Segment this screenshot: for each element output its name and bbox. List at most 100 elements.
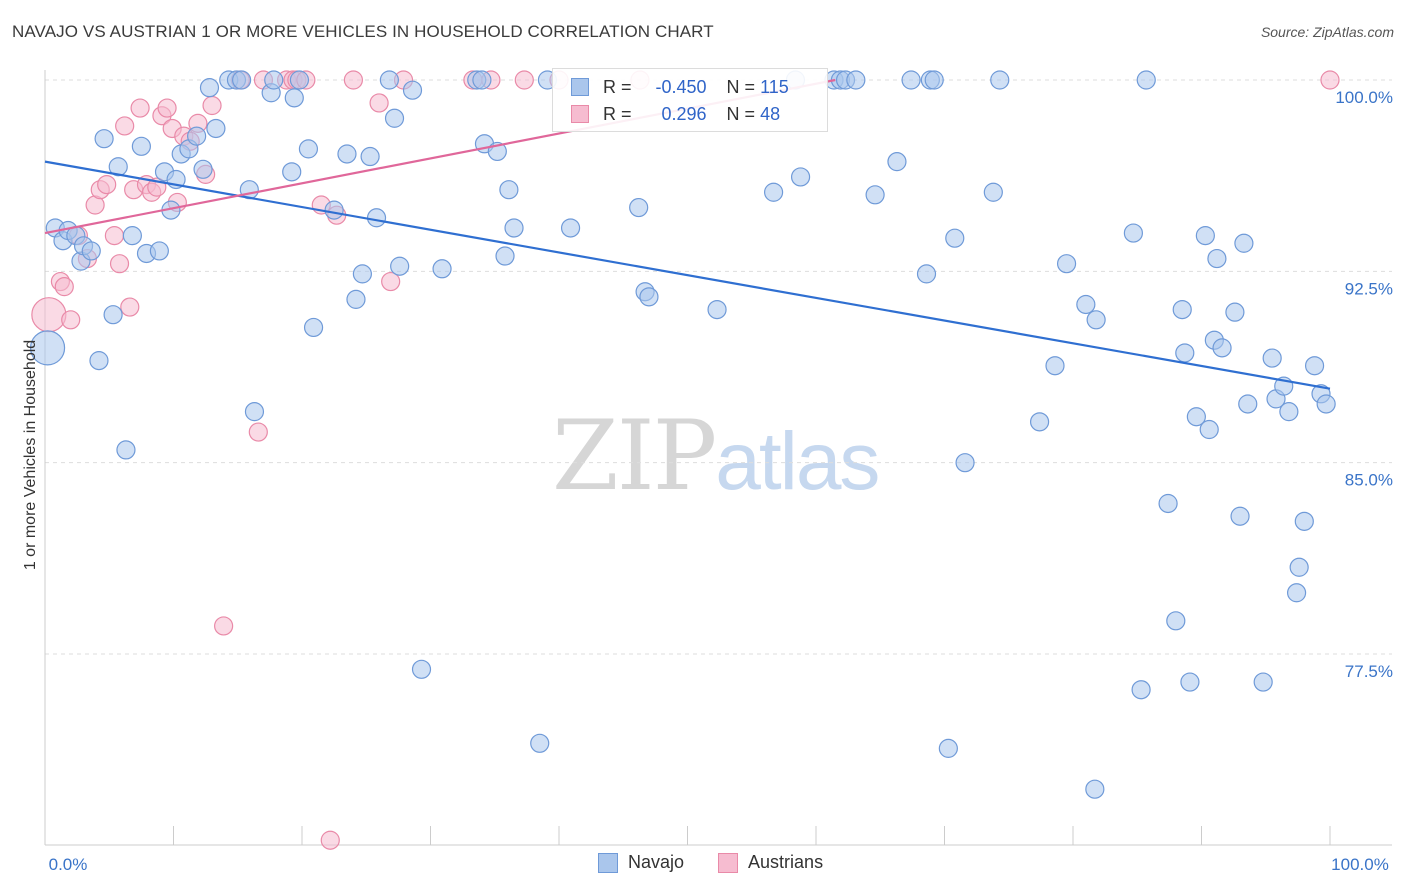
navajo-point	[244, 402, 265, 422]
austrians-point	[514, 70, 534, 90]
navajo-point	[1212, 338, 1232, 358]
navajo-point	[1289, 557, 1309, 577]
navajo-point	[1123, 223, 1143, 243]
navajo-point	[1230, 506, 1250, 526]
navajo-point	[324, 200, 344, 220]
n-value: 48	[760, 103, 781, 124]
r-label: R =	[603, 76, 632, 97]
navajo-point	[282, 162, 302, 182]
navajo-point	[938, 738, 958, 758]
navajo-point	[81, 241, 101, 261]
austrians-point	[320, 830, 340, 850]
navajo-legend-swatch	[598, 852, 618, 873]
navajo-point	[346, 289, 366, 309]
navajo-point	[1316, 394, 1336, 414]
navajo-point	[108, 157, 128, 177]
tick-labels: 100.0% 92.5% 85.0% 77.5% 0.0% 100.0%	[49, 88, 1393, 874]
navajo-point	[94, 129, 114, 149]
navajo-point	[1175, 343, 1195, 363]
y-tick-label: 77.5%	[1345, 662, 1393, 681]
navajo-point	[924, 70, 944, 90]
navajo-point	[560, 218, 581, 238]
navajo-point	[945, 228, 965, 248]
y-axis-label: 1 or more Vehicles in Household	[22, 340, 39, 570]
austrians-point	[61, 310, 81, 330]
navajo-point	[1234, 233, 1254, 253]
r-value: -0.450	[655, 76, 707, 97]
x-tick-label: 100.0%	[1331, 855, 1389, 874]
navajo-point	[1136, 70, 1156, 90]
austrians-point	[115, 116, 135, 136]
legend-label-navajo: Navajo	[628, 852, 685, 872]
legend-item-navajo[interactable]: Navajo	[598, 852, 684, 873]
navajo-point	[639, 287, 659, 307]
n-value: 115	[760, 76, 789, 97]
navajo-point	[1286, 583, 1307, 603]
x-tick-label: 0.0%	[49, 855, 88, 874]
navajo-point	[1086, 310, 1106, 330]
chart-title: NAVAJO VS AUSTRIAN 1 OR MORE VEHICLES IN…	[12, 22, 714, 41]
austrians-point	[130, 98, 150, 118]
r-label: R =	[603, 103, 632, 124]
navajo-point	[89, 351, 109, 371]
austrians-point	[369, 93, 389, 113]
navajo-point	[116, 440, 136, 460]
navajo-point	[1045, 356, 1065, 376]
navajo-point	[337, 144, 357, 164]
navajo-point	[352, 264, 372, 284]
navajo-point	[264, 70, 284, 90]
navajo-point	[1076, 294, 1096, 315]
legend-label-austrians: Austrians	[748, 852, 824, 872]
navajo-swatch	[571, 78, 589, 96]
navajo-point	[901, 70, 921, 90]
stats-row-austrians: R = 0.296 N = 48	[571, 102, 780, 126]
austrians-point	[1320, 70, 1340, 90]
source-note: Source: ZipAtlas.com	[1260, 24, 1394, 40]
navajo-point	[199, 78, 220, 98]
austrians-point	[248, 422, 268, 442]
series-legend: Navajo Austrians	[598, 852, 857, 873]
austrians-point	[157, 98, 177, 118]
austrians-point	[54, 277, 74, 297]
navajo-point	[955, 453, 975, 473]
legend-item-austrians[interactable]: Austrians	[718, 852, 823, 873]
navajo-point	[284, 88, 304, 108]
austrians-point	[104, 226, 124, 246]
navajo-point	[411, 659, 432, 679]
navajo-point	[1238, 394, 1258, 414]
navajo-point	[289, 70, 310, 90]
navajo-point	[1262, 348, 1282, 368]
navajo-point	[29, 330, 66, 366]
austrians-legend-swatch	[718, 852, 739, 873]
navajo-point	[1085, 779, 1105, 799]
navajo-point	[1172, 300, 1192, 320]
navajo-point	[707, 300, 727, 320]
austrians-point	[120, 297, 140, 317]
navajo-point	[495, 246, 515, 266]
navajo-point	[232, 70, 252, 90]
austrians-point	[97, 174, 117, 195]
navajo-point	[865, 185, 885, 205]
navajo-point	[629, 197, 649, 218]
navajo-point	[1225, 302, 1245, 322]
austrians-point	[109, 254, 130, 274]
navajo-point	[887, 152, 907, 172]
navajo-point	[366, 208, 387, 228]
axes	[44, 70, 1392, 846]
navajo-point	[1207, 248, 1227, 269]
watermark-atlas: atlas	[715, 416, 880, 507]
navajo-point	[1253, 672, 1273, 692]
n-label: N =	[726, 76, 756, 97]
navajo-point	[1199, 419, 1219, 440]
navajo-point	[504, 218, 524, 238]
navajo-point	[149, 241, 169, 261]
navajo-point	[384, 108, 405, 128]
navajo-point	[187, 126, 207, 146]
navajo-point	[1279, 402, 1299, 422]
navajo-point	[298, 139, 319, 159]
watermark-zip: ZIP	[552, 400, 717, 512]
austrians-point	[214, 616, 234, 636]
austrians-point	[343, 70, 363, 90]
y-tick-label: 92.5%	[1345, 279, 1393, 298]
